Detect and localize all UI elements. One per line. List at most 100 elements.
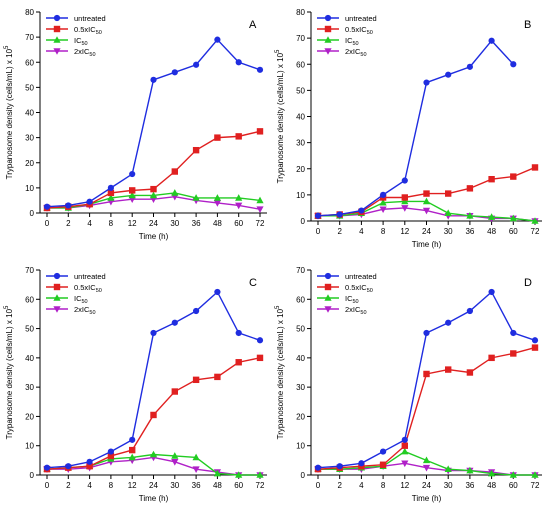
- data-point: [510, 173, 517, 180]
- data-point: [314, 212, 322, 219]
- data-point: [466, 185, 474, 192]
- legend-item: IC50: [46, 294, 88, 305]
- y-tick-label: 60: [25, 295, 34, 304]
- x-axis-title: Time (h): [139, 494, 169, 503]
- legend-label-main: IC: [74, 294, 82, 303]
- data-point: [129, 446, 136, 454]
- series-line: [317, 346, 536, 470]
- data-point: [107, 452, 115, 460]
- data-point: [379, 461, 387, 468]
- data-point: [380, 448, 387, 455]
- data-point: [358, 207, 365, 214]
- data-point: [235, 59, 242, 66]
- x-tick-label: 30: [170, 481, 179, 490]
- data-point: [423, 190, 430, 197]
- data-point: [129, 436, 136, 443]
- y-tick-label: 20: [296, 165, 305, 174]
- data-point: [192, 376, 200, 384]
- data-point: [256, 206, 264, 214]
- y-axis-title-exponent: 5: [4, 45, 10, 49]
- x-tick-label: 60: [509, 481, 518, 490]
- data-point: [445, 71, 452, 78]
- y-axis-title-exponent: 5: [275, 305, 281, 309]
- legend-marker: [324, 306, 332, 313]
- x-tick-label: 48: [487, 481, 496, 490]
- x-tick-label: 60: [509, 227, 518, 236]
- data-point: [193, 61, 200, 68]
- data-point: [192, 453, 200, 461]
- legend-label-main: 2xIC: [345, 47, 361, 56]
- series-line: [318, 450, 535, 476]
- legend-item: 2xIC50: [317, 47, 367, 58]
- y-tick-label: 50: [25, 325, 34, 334]
- y-axis-title-text: Trypanosome density (cells/mL) x 10: [276, 52, 285, 183]
- data-point: [380, 191, 387, 198]
- series-line: [317, 39, 514, 217]
- legend-marker: [53, 283, 61, 291]
- x-tick-label: 12: [400, 481, 409, 490]
- legend-item: 2xIC50: [317, 305, 367, 316]
- legend-item: 0.5xIC50: [46, 283, 102, 294]
- legend-label-main: 2xIC: [74, 305, 90, 314]
- y-tick-label: 20: [296, 412, 305, 421]
- y-tick-label: 30: [296, 139, 305, 148]
- legend-label-main: 2xIC: [345, 305, 361, 314]
- data-point: [423, 370, 430, 378]
- x-tick-label: 0: [45, 219, 50, 228]
- legend-item: untreated: [317, 272, 377, 281]
- legend-label: untreated: [74, 14, 106, 23]
- legend-label-sub: 50: [360, 310, 366, 316]
- legend-marker: [324, 272, 332, 280]
- data-point: [128, 453, 136, 461]
- x-tick-label: 30: [170, 219, 179, 228]
- legend-marker: [53, 14, 61, 22]
- data-point: [422, 197, 431, 205]
- legend-label-main: IC: [345, 294, 353, 303]
- data-point: [445, 190, 452, 197]
- data-point: [213, 200, 221, 207]
- data-point: [235, 194, 243, 201]
- legend-item: 2xIC50: [46, 305, 96, 316]
- legend-item: untreated: [46, 272, 106, 281]
- y-tick-label: 60: [296, 60, 305, 69]
- legend-item: IC50: [317, 294, 359, 305]
- x-tick-label: 24: [422, 481, 431, 490]
- x-axis-title: Time (h): [139, 232, 169, 241]
- x-tick-label: 60: [234, 219, 243, 228]
- series-untreated: [314, 37, 517, 219]
- x-tick-label: 8: [381, 481, 386, 490]
- legend-item: 2xIC50: [46, 47, 96, 58]
- data-point: [509, 214, 517, 222]
- data-point: [128, 191, 136, 199]
- data-point: [445, 319, 452, 326]
- x-tick-label: 4: [87, 481, 92, 490]
- x-tick-label: 4: [87, 219, 92, 228]
- data-point: [488, 213, 496, 220]
- y-tick-label: 0: [30, 471, 35, 480]
- data-point: [510, 350, 517, 357]
- legend-item: untreated: [317, 14, 377, 23]
- y-tick-label: 50: [296, 325, 305, 334]
- y-axis-title: Trypanosome density (cells/mL) x 105: [275, 305, 285, 439]
- data-point: [423, 329, 430, 337]
- data-point: [423, 79, 430, 86]
- legend-label: 0.5xIC50: [74, 25, 102, 36]
- data-point: [336, 463, 343, 470]
- legend-label-sub: 50: [353, 41, 359, 47]
- data-point: [129, 170, 136, 178]
- panel-label: D: [524, 277, 532, 289]
- x-tick-label: 24: [149, 219, 158, 228]
- data-point: [129, 187, 136, 194]
- data-point: [256, 354, 264, 362]
- series-untreated: [314, 288, 539, 471]
- data-point: [401, 460, 409, 468]
- data-point: [531, 164, 539, 171]
- data-point: [235, 471, 243, 478]
- x-tick-label: 72: [531, 227, 540, 236]
- x-axis-title: Time (h): [412, 240, 442, 249]
- data-point: [150, 76, 157, 83]
- legend-label-main: 2xIC: [74, 47, 90, 56]
